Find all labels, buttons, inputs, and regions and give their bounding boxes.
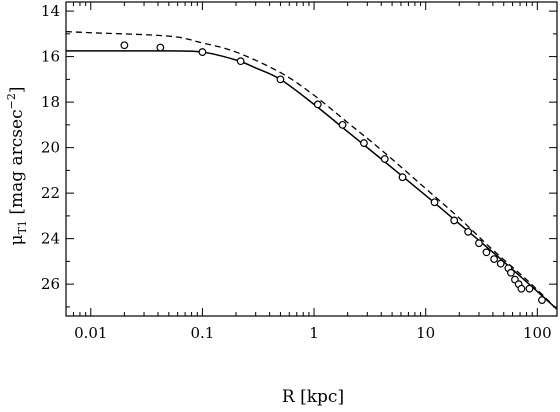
data-point: [380, 155, 389, 163]
data-point: [525, 284, 534, 293]
data-point: [475, 239, 483, 248]
x-tick-label: 100: [523, 324, 552, 342]
y-tick-label: 16: [41, 48, 60, 66]
plot-frame: [65, 1, 558, 317]
data-point: [464, 227, 473, 236]
y-tick-label: 24: [41, 230, 60, 248]
x-tick-label: 0.01: [74, 324, 107, 342]
data-point: [450, 216, 459, 225]
y-axis-title-subscript: T1: [16, 220, 29, 234]
y-tick-label: 26: [41, 275, 60, 293]
y-tick-label: 18: [41, 93, 60, 111]
data-point: [198, 48, 207, 56]
y-axis-title-close: ]: [7, 87, 27, 94]
x-tick-label: 1: [309, 324, 319, 342]
data-point: [338, 120, 347, 129]
data-point: [482, 248, 491, 257]
data-point: [276, 75, 285, 84]
y-axis-title-unit: [mag arcsec: [7, 109, 27, 220]
data-point: [120, 41, 129, 50]
data-point: [517, 284, 526, 293]
data-point: [313, 100, 322, 109]
x-tick-label: 10: [416, 324, 435, 342]
y-axis-title: μT1 [mag arcsec−2]: [5, 87, 29, 246]
data-point: [360, 139, 368, 147]
data-point: [538, 296, 546, 304]
y-axis-title-superscript: −2: [5, 93, 18, 109]
data-point: [496, 259, 505, 268]
data-point: [236, 57, 245, 66]
y-tick-label: 22: [41, 184, 60, 202]
x-axis-title: R [kpc]: [282, 387, 344, 407]
data-point: [398, 173, 407, 182]
x-tick-label: 0.1: [190, 324, 214, 342]
data-point: [430, 198, 439, 207]
data-point: [507, 268, 515, 277]
plot-area: 0.01 0.1 1 10 100 14 16 18 20 22 24 26: [41, 1, 558, 342]
model-curve-dashed: [66, 30, 551, 303]
data-point: [490, 255, 499, 264]
y-tick-label: 14: [41, 2, 60, 20]
model-curve-solid: [66, 50, 557, 310]
data-point: [156, 43, 165, 52]
y-axis-title-symbol: μ: [7, 234, 27, 245]
y-tick-label: 20: [41, 139, 60, 157]
